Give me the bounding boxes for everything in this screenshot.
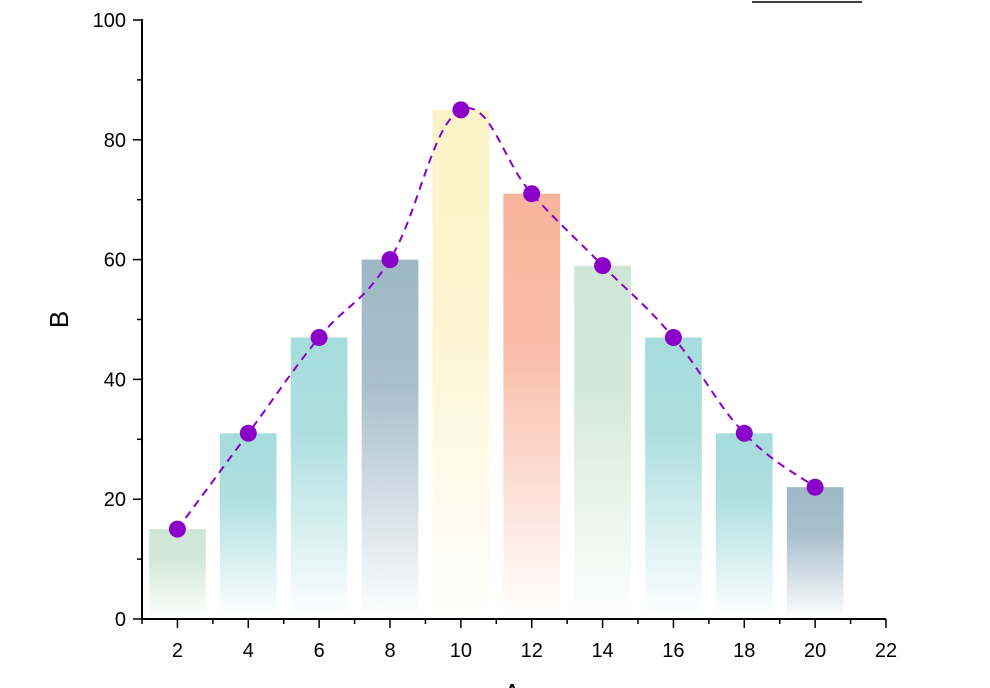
data-point-12 bbox=[523, 185, 541, 203]
data-point-20 bbox=[806, 478, 824, 496]
data-point-2 bbox=[168, 520, 186, 538]
x-tick-label-10: 10 bbox=[450, 640, 472, 662]
x-tick-label-12: 12 bbox=[521, 640, 543, 662]
data-point-10 bbox=[452, 101, 470, 119]
scatter-points-group bbox=[168, 101, 824, 538]
x-tick-label-8: 8 bbox=[384, 640, 395, 662]
bar-14 bbox=[574, 265, 631, 619]
fit-curve bbox=[176, 107, 816, 530]
bar-8 bbox=[361, 259, 419, 619]
bar-6 bbox=[290, 337, 348, 619]
bar-12 bbox=[503, 193, 561, 619]
bar-20 bbox=[786, 487, 844, 619]
data-point-14 bbox=[594, 257, 612, 275]
x-tick-label-18: 18 bbox=[733, 640, 755, 662]
data-point-8 bbox=[381, 251, 399, 269]
y-tick-label-100: 100 bbox=[93, 10, 126, 32]
data-point-4 bbox=[239, 424, 257, 442]
bar-2 bbox=[149, 529, 206, 619]
bar-16 bbox=[645, 337, 702, 619]
y-axis-title: B bbox=[44, 311, 74, 328]
y-tick-label-0: 0 bbox=[115, 609, 126, 631]
axis-labels-group: 0 20 40 60 80 100 2 4 6 8 10 12 14 16 18 20 22 B A bbox=[44, 10, 897, 688]
x-tick-label-20: 20 bbox=[804, 640, 826, 662]
x-tick-label-14: 14 bbox=[591, 640, 613, 662]
x-tick-label-2: 2 bbox=[172, 640, 183, 662]
data-point-6 bbox=[310, 329, 328, 346]
bars-group bbox=[149, 109, 844, 620]
x-tick-label-16: 16 bbox=[662, 640, 684, 662]
bar-18 bbox=[715, 433, 773, 619]
fit-line-group bbox=[176, 107, 816, 530]
y-tick-label-40: 40 bbox=[104, 369, 126, 391]
y-tick-label-80: 80 bbox=[104, 130, 126, 152]
bar-4 bbox=[219, 433, 277, 619]
x-tick-label-22: 22 bbox=[875, 640, 897, 662]
y-tick-label-60: 60 bbox=[104, 250, 126, 272]
x-tick-label-4: 4 bbox=[243, 640, 254, 662]
axes-group bbox=[133, 19, 887, 628]
bar-10 bbox=[432, 109, 490, 620]
x-tick-label-6: 6 bbox=[314, 640, 325, 662]
y-tick-label-20: 20 bbox=[104, 489, 126, 511]
x-axis-title: A bbox=[503, 678, 521, 688]
data-point-16 bbox=[664, 329, 682, 346]
data-point-18 bbox=[735, 424, 753, 442]
